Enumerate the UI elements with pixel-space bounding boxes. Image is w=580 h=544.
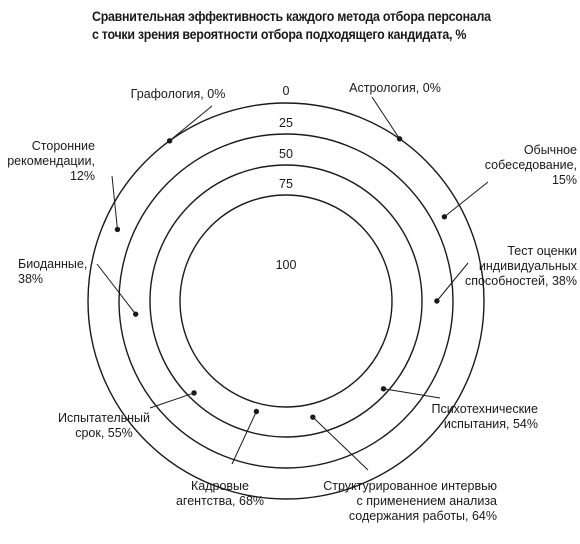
data-label: Астрология, 0% (349, 81, 441, 95)
data-point (380, 386, 387, 392)
scale-ring-25 (118, 133, 454, 469)
scale-ring-75 (179, 194, 393, 408)
leader-line (383, 388, 441, 399)
leader-line (169, 105, 213, 142)
data-point (132, 311, 139, 317)
leader-line (371, 96, 400, 140)
data-point (253, 408, 260, 415)
leader-line (149, 392, 195, 409)
data-label: Психотехнические испытания, 54% (431, 402, 538, 431)
scale-tick-label: 0 (283, 84, 290, 98)
chart-title-line-1: Сравнительная эффективность каждого мето… (92, 9, 491, 24)
scale-ring-50 (149, 164, 423, 438)
leader-line (111, 175, 118, 230)
data-point (310, 414, 316, 420)
data-point (114, 226, 121, 233)
data-label: Тест оценки индивидуальных способностей, 3… (465, 244, 578, 288)
leader-line (436, 262, 469, 302)
scale-tick-label: 100 (276, 258, 297, 272)
data-point (441, 214, 448, 220)
scale-ring-0 (87, 102, 485, 500)
data-point (191, 390, 197, 396)
data-point (396, 136, 403, 142)
data-label: Сторонние рекомендации, 12% (7, 139, 95, 183)
data-label: Обычное собеседование, 15% (485, 143, 577, 187)
data-label: Графология, 0% (131, 87, 226, 101)
chart-title-line-2: с точки зрения вероятности отбора подход… (92, 27, 467, 42)
data-label: Кадровые агентства, 68% (176, 479, 264, 508)
leader-line (312, 416, 369, 471)
data-label: Испытательный срок, 55% (58, 411, 150, 440)
scale-tick-label: 50 (279, 147, 293, 161)
data-label: Структурированное интервью с применением … (323, 479, 497, 523)
data-point (434, 298, 440, 304)
leader-line (231, 411, 257, 465)
scale-tick-label: 75 (279, 177, 293, 191)
scale-tick-label: 25 (279, 116, 293, 130)
leader-line (96, 263, 137, 315)
data-point (166, 138, 173, 144)
chart-title: Сравнительная эффективность каждого мето… (92, 8, 562, 44)
leader-line (444, 181, 489, 218)
data-label: Биоданные, 38% (18, 257, 87, 286)
